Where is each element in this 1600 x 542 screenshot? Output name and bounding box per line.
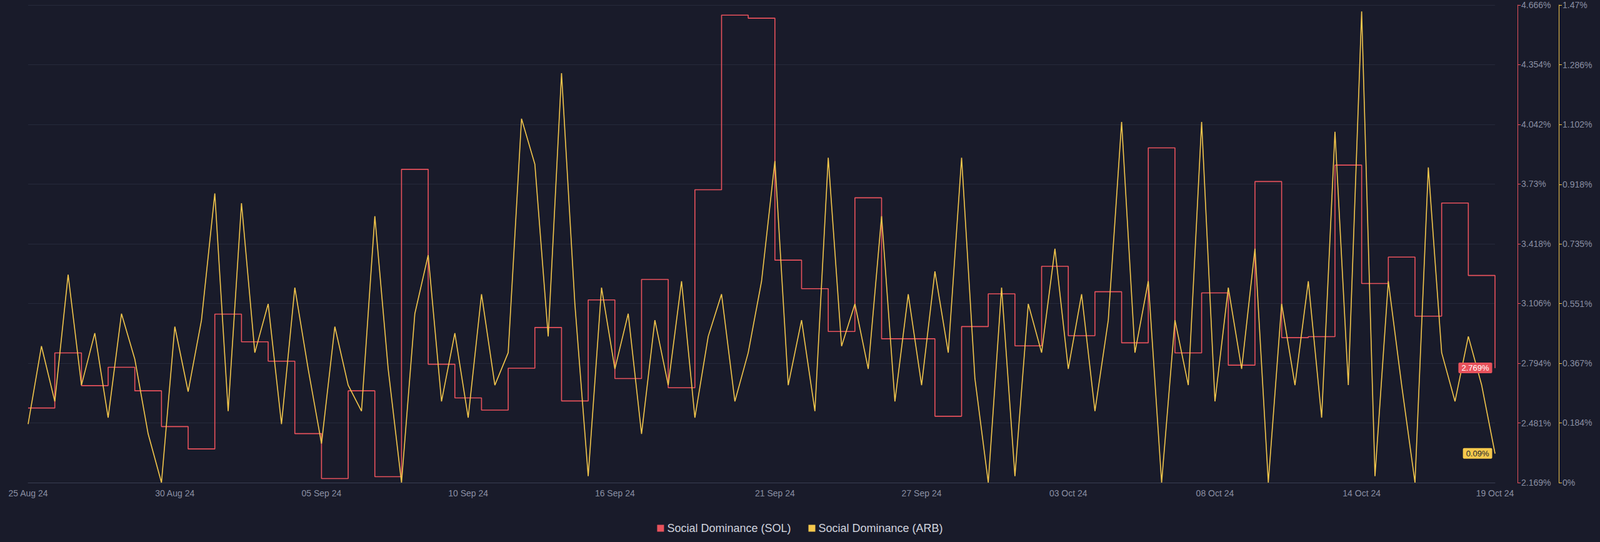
svg-text:0%: 0% [1562, 477, 1575, 488]
svg-text:25 Aug 24: 25 Aug 24 [8, 488, 48, 499]
svg-text:10 Sep 24: 10 Sep 24 [448, 488, 489, 499]
svg-text:4.354%: 4.354% [1521, 59, 1551, 70]
svg-text:0.367%: 0.367% [1562, 358, 1592, 369]
svg-text:4.042%: 4.042% [1521, 119, 1551, 130]
svg-text:19 Oct 24: 19 Oct 24 [1476, 488, 1515, 499]
svg-text:3.106%: 3.106% [1521, 298, 1551, 309]
svg-text:27 Sep 24: 27 Sep 24 [901, 488, 942, 499]
svg-text:2.169%: 2.169% [1521, 477, 1551, 488]
svg-text:2.481%: 2.481% [1521, 418, 1551, 429]
svg-text:4.666%: 4.666% [1521, 0, 1551, 10]
svg-text:1.47%: 1.47% [1562, 0, 1588, 10]
svg-text:Social Dominance (ARB): Social Dominance (ARB) [818, 521, 944, 535]
svg-text:2.769%: 2.769% [1461, 363, 1490, 373]
svg-text:03 Oct 24: 03 Oct 24 [1049, 488, 1088, 499]
svg-text:14 Oct 24: 14 Oct 24 [1342, 488, 1381, 499]
svg-text:0.09%: 0.09% [1466, 448, 1490, 459]
svg-text:1.286%: 1.286% [1562, 60, 1592, 70]
svg-text:0.551%: 0.551% [1562, 298, 1592, 309]
svg-text:3.73%: 3.73% [1521, 178, 1547, 189]
svg-text:08 Oct 24: 08 Oct 24 [1196, 488, 1235, 499]
svg-text:0.918%: 0.918% [1562, 179, 1592, 190]
svg-text:1.102%: 1.102% [1562, 119, 1592, 130]
svg-text:21 Sep 24: 21 Sep 24 [755, 488, 795, 499]
svg-text:0.735%: 0.735% [1562, 238, 1592, 249]
svg-text:3.418%: 3.418% [1521, 238, 1551, 249]
svg-text:05 Sep 24: 05 Sep 24 [301, 488, 342, 499]
svg-text:30 Aug 24: 30 Aug 24 [155, 488, 195, 499]
svg-text:16 Sep 24: 16 Sep 24 [595, 488, 635, 499]
svg-text:0.184%: 0.184% [1562, 417, 1592, 428]
svg-text:Social Dominance (SOL): Social Dominance (SOL) [666, 521, 791, 535]
svg-text:2.794%: 2.794% [1521, 358, 1551, 369]
